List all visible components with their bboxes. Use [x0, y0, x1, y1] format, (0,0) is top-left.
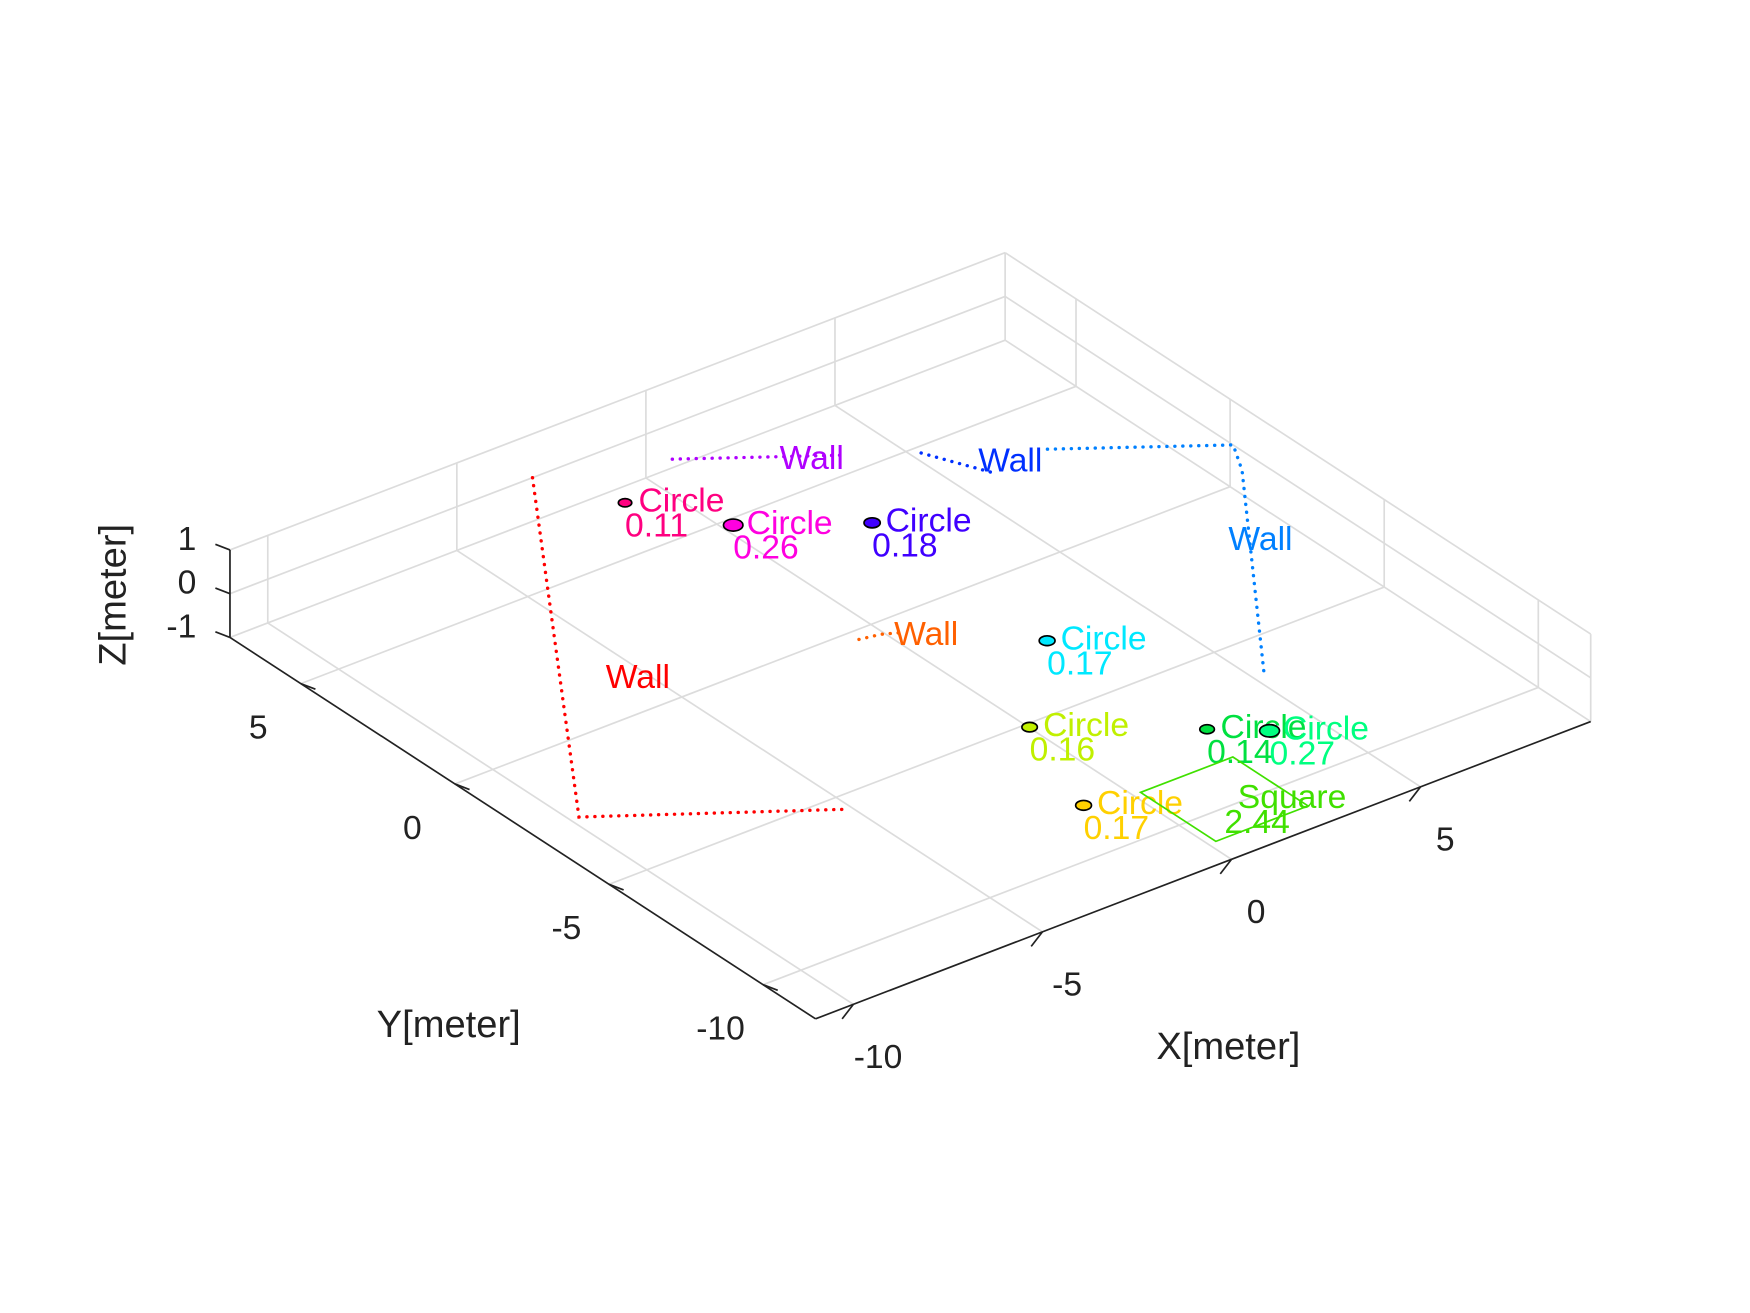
wall — [1045, 443, 1266, 674]
object-label: Circle — [886, 503, 972, 540]
z-tick-label: -1 — [166, 608, 196, 645]
x-axis-label: X[meter] — [1156, 1025, 1300, 1068]
square — [1138, 756, 1310, 843]
circle-marker — [1074, 799, 1093, 812]
grid-line — [645, 477, 1232, 861]
y-tick-label: 0 — [403, 810, 422, 847]
wall-label: Wall — [978, 442, 1042, 479]
grid-line — [454, 485, 1231, 785]
y-tick — [454, 783, 470, 791]
circle-marker — [1198, 723, 1216, 735]
x-tick-label: 5 — [1436, 822, 1455, 859]
grid-line — [229, 251, 1006, 551]
y-axis — [229, 636, 817, 1020]
x-tick-label: 0 — [1247, 894, 1266, 931]
grid-line — [229, 295, 1006, 595]
circle-marker — [722, 518, 744, 532]
object-label: Circle — [1283, 711, 1369, 748]
grid-line — [1004, 251, 1592, 635]
object-label: Circle — [1061, 621, 1147, 658]
object-size-label: 0.16 — [1030, 732, 1095, 769]
grid-line — [1004, 339, 1592, 723]
wall-label: Wall — [894, 616, 958, 653]
z-tick — [215, 543, 231, 551]
y-tick-label: -10 — [696, 1011, 745, 1048]
object-label: Circle — [639, 483, 725, 520]
wall-label: Wall — [1228, 521, 1292, 558]
x-tick-label: -10 — [854, 1039, 903, 1076]
object-size-label: 0.26 — [733, 530, 798, 567]
grid-line — [608, 586, 1385, 886]
grid-line — [834, 404, 1422, 788]
object-label: Square — [1238, 779, 1346, 816]
object-size-label: 0.27 — [1270, 735, 1335, 772]
y-tick-label: -5 — [551, 910, 581, 947]
x-tick — [1030, 931, 1044, 947]
wall-label: Wall — [606, 659, 670, 696]
z-tick-label: 1 — [178, 521, 197, 558]
object-size-label: 0.11 — [625, 507, 688, 544]
circle-marker — [1038, 634, 1056, 647]
y-axis-label: Y[meter] — [377, 1003, 521, 1046]
y-tick — [762, 983, 779, 992]
object-size-label: 2.44 — [1224, 804, 1289, 841]
wall — [857, 630, 904, 642]
grid-line — [267, 622, 854, 1006]
x-axis — [815, 720, 1592, 1020]
grid-line — [300, 385, 1077, 685]
z-tick — [215, 587, 231, 595]
x-tick-label: -5 — [1052, 967, 1082, 1004]
grid-line — [762, 686, 1539, 986]
wall — [530, 476, 851, 819]
object-size-label: 0.17 — [1084, 810, 1149, 847]
grid-line — [229, 339, 1006, 639]
grid-line — [1004, 295, 1592, 679]
y-tick — [300, 682, 316, 690]
y-tick-label: 5 — [249, 709, 268, 746]
object-label: Circle — [1043, 707, 1129, 744]
wall-label: Wall — [780, 440, 844, 477]
circle-marker — [617, 497, 633, 508]
grid-line — [456, 549, 1043, 933]
z-tick — [215, 631, 231, 639]
object-size-label: 0.14 — [1207, 734, 1272, 771]
object-label: Circle — [747, 505, 833, 542]
x-tick — [1408, 786, 1422, 802]
object-label: Circle — [1097, 785, 1183, 822]
object-size-label: 0.17 — [1047, 645, 1112, 682]
y-tick — [608, 883, 624, 891]
object-size-label: 0.18 — [872, 527, 937, 564]
circle-marker — [863, 516, 882, 529]
wall — [919, 451, 996, 475]
circle-marker — [1258, 723, 1281, 738]
x-tick — [841, 1003, 855, 1020]
z-tick-label: 0 — [178, 565, 197, 602]
x-tick — [1219, 858, 1233, 875]
circle-marker — [1021, 721, 1039, 733]
z-axis-label: Z[meter] — [92, 524, 135, 666]
